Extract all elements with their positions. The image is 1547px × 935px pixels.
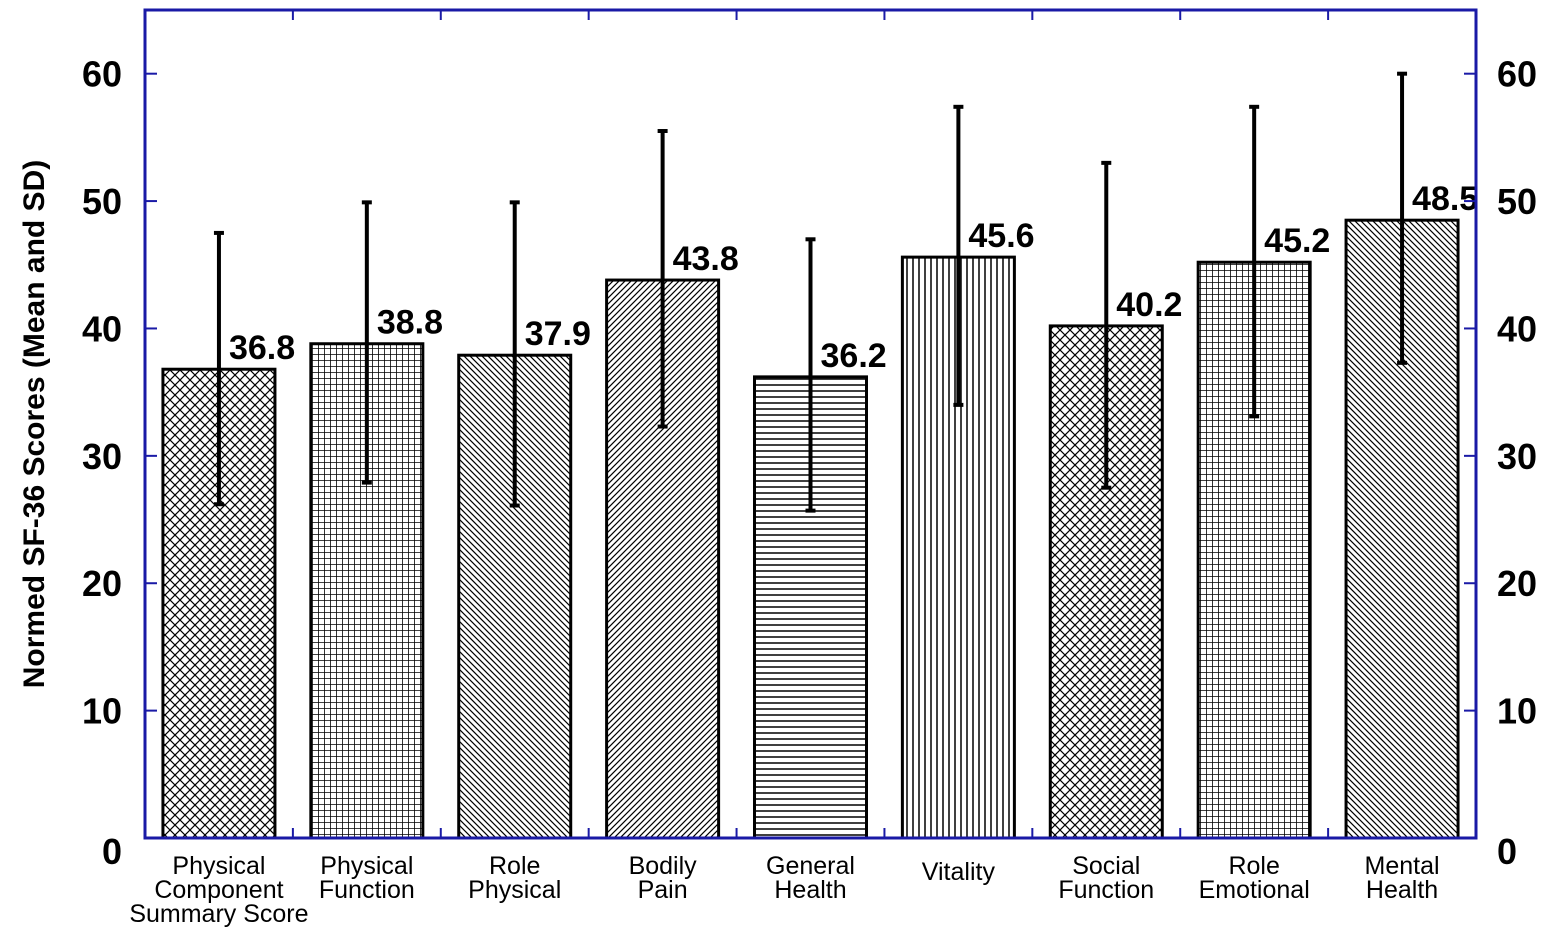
y-tick-label-right: 40 (1497, 308, 1537, 349)
category-label: Function (1058, 876, 1154, 904)
y-tick-label-right: 60 (1497, 54, 1537, 95)
category-label: General (766, 852, 855, 880)
category-label: Health (1366, 876, 1438, 904)
category-label: Bodily (629, 852, 698, 880)
y-tick-label-right: 10 (1497, 691, 1537, 732)
y-tick-label: 30 (82, 436, 122, 477)
y-tick-label-right: 30 (1497, 436, 1537, 477)
category-label: Pain (638, 876, 688, 904)
category-label: Function (319, 876, 415, 904)
category-label: Component (154, 876, 283, 904)
category-label: Health (774, 876, 846, 904)
y-tick-label: 10 (82, 691, 122, 732)
y-tick-label: 0 (102, 831, 122, 872)
category-label: Physical (172, 852, 265, 880)
value-label: 36.8 (229, 329, 295, 367)
value-label: 48.5 (1412, 180, 1478, 218)
category-label: Role (489, 852, 540, 880)
y-axis-title: Normed SF-36 Scores (Mean and SD) (18, 160, 51, 688)
y-tick-label-right: 20 (1497, 563, 1537, 604)
y-tick-label-right: 50 (1497, 181, 1537, 222)
category-label: Emotional (1199, 876, 1310, 904)
value-label: 36.2 (821, 337, 887, 375)
category-label: Mental (1365, 852, 1440, 880)
value-label: 43.8 (673, 240, 739, 278)
category-label: Physical (320, 852, 413, 880)
value-label: 45.6 (968, 217, 1034, 255)
category-label: Physical (468, 876, 561, 904)
value-label: 40.2 (1116, 286, 1182, 324)
category-label: Role (1228, 852, 1279, 880)
y-tick-label: 50 (82, 181, 122, 222)
y-tick-label-right: 0 (1497, 831, 1517, 872)
value-label: 37.9 (525, 315, 591, 353)
y-tick-label: 60 (82, 54, 122, 95)
axis-frame (143, 8, 1478, 840)
category-label: Summary Score (129, 900, 308, 928)
y-tick-label: 40 (82, 308, 122, 349)
value-label: 38.8 (377, 304, 443, 342)
y-tick-label: 20 (82, 563, 122, 604)
category-label: Social (1072, 852, 1140, 880)
value-label: 45.2 (1264, 222, 1330, 260)
category-label: Vitality (922, 858, 996, 886)
